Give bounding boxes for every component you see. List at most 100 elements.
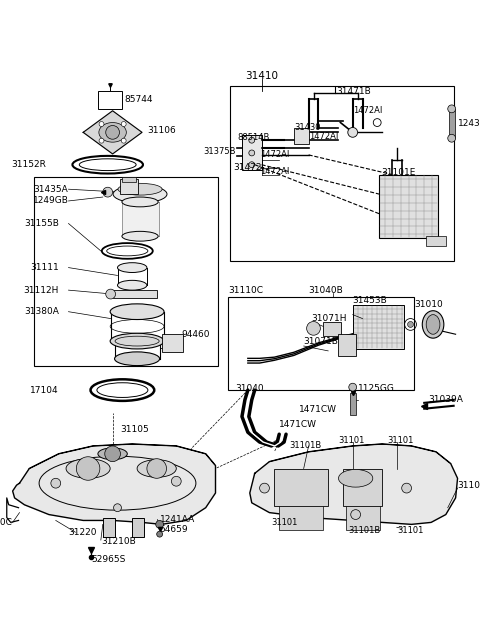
Text: 31110C: 31110C [228, 285, 263, 294]
Bar [242, 135, 262, 170]
Text: 31410: 31410 [245, 71, 278, 80]
Polygon shape [83, 111, 142, 154]
Ellipse shape [110, 333, 164, 349]
Text: 1125GG: 1125GG [358, 384, 395, 393]
Bar [449, 109, 455, 138]
Text: 31010: 31010 [414, 300, 443, 309]
Text: 31435A: 31435A [34, 185, 69, 194]
Text: 31106: 31106 [147, 126, 176, 135]
Text: 31210C: 31210C [0, 518, 12, 527]
Text: 31471B: 31471B [336, 87, 371, 96]
Ellipse shape [426, 314, 440, 334]
Ellipse shape [122, 231, 158, 241]
Text: 17104: 17104 [30, 386, 59, 395]
Text: 31040B: 31040B [309, 285, 343, 294]
Bar [98, 91, 122, 109]
Bar [120, 179, 138, 194]
Text: 52965S: 52965S [91, 555, 125, 564]
Text: 31101E: 31101E [381, 168, 416, 177]
Text: 31101: 31101 [397, 526, 423, 535]
Circle shape [105, 446, 120, 462]
Ellipse shape [99, 123, 126, 142]
Text: 31152R: 31152R [11, 160, 46, 169]
Text: 1471CW: 1471CW [279, 420, 317, 429]
Text: 31210B: 31210B [101, 538, 135, 547]
Bar [122, 202, 159, 236]
Text: 1243BE: 1243BE [457, 119, 480, 128]
Text: 94460: 94460 [181, 330, 210, 339]
Circle shape [307, 322, 320, 335]
Polygon shape [269, 444, 451, 464]
Bar [279, 506, 324, 530]
Bar [294, 129, 309, 144]
Ellipse shape [113, 185, 167, 203]
Text: 31101: 31101 [387, 435, 413, 444]
Text: 31040: 31040 [235, 384, 264, 393]
Bar [343, 469, 382, 506]
Ellipse shape [118, 280, 147, 290]
Text: 31155B: 31155B [24, 219, 59, 228]
Text: 31101B: 31101B [348, 526, 380, 535]
Ellipse shape [338, 469, 373, 487]
Circle shape [156, 531, 163, 537]
Circle shape [99, 138, 104, 143]
Circle shape [351, 510, 360, 520]
Circle shape [114, 503, 121, 512]
Ellipse shape [422, 311, 444, 338]
Circle shape [448, 134, 456, 142]
Text: 31453B: 31453B [353, 296, 387, 305]
Circle shape [51, 478, 60, 488]
Text: 31220: 31220 [69, 528, 97, 537]
Text: 1472AI: 1472AI [309, 132, 338, 141]
Bar [338, 334, 356, 356]
Circle shape [156, 520, 164, 529]
Text: 31039A: 31039A [428, 395, 463, 404]
Circle shape [249, 150, 255, 156]
Circle shape [121, 122, 126, 127]
Text: 88514B: 88514B [237, 132, 269, 141]
Text: 31071H: 31071H [312, 314, 347, 323]
Bar [324, 322, 341, 336]
Circle shape [249, 162, 255, 168]
Text: 1249GB: 1249GB [33, 197, 69, 206]
Text: 85744: 85744 [124, 95, 153, 104]
Text: 31101B: 31101B [289, 442, 321, 451]
Circle shape [408, 322, 413, 327]
Text: 31101: 31101 [338, 435, 364, 444]
Circle shape [260, 483, 269, 493]
Ellipse shape [66, 458, 110, 478]
Circle shape [103, 187, 113, 197]
Polygon shape [250, 444, 457, 524]
Circle shape [147, 458, 167, 478]
Circle shape [106, 125, 120, 140]
Ellipse shape [115, 352, 160, 366]
Circle shape [171, 476, 181, 486]
Ellipse shape [110, 304, 164, 320]
Text: 31375B: 31375B [204, 147, 236, 156]
Ellipse shape [137, 460, 176, 477]
Bar [379, 174, 438, 238]
Bar [426, 236, 446, 246]
Circle shape [249, 137, 255, 143]
Bar [228, 297, 414, 390]
Text: 1471CW: 1471CW [299, 405, 337, 414]
Ellipse shape [122, 197, 158, 207]
Text: 1472AI: 1472AI [260, 150, 289, 159]
Text: 31472: 31472 [233, 163, 262, 172]
Polygon shape [12, 444, 216, 524]
Text: 1241AA: 1241AA [160, 515, 195, 524]
Ellipse shape [118, 183, 162, 195]
Circle shape [349, 383, 357, 391]
Bar [103, 518, 115, 537]
Bar [350, 393, 356, 415]
Text: 31380A: 31380A [24, 307, 59, 316]
Bar [132, 518, 144, 537]
FancyArrowPatch shape [340, 122, 350, 131]
Circle shape [348, 127, 358, 137]
Circle shape [448, 105, 456, 113]
Circle shape [76, 457, 100, 480]
Bar [353, 305, 404, 349]
Bar [162, 334, 183, 352]
Text: 31112H: 31112H [24, 285, 59, 294]
Polygon shape [29, 444, 216, 469]
